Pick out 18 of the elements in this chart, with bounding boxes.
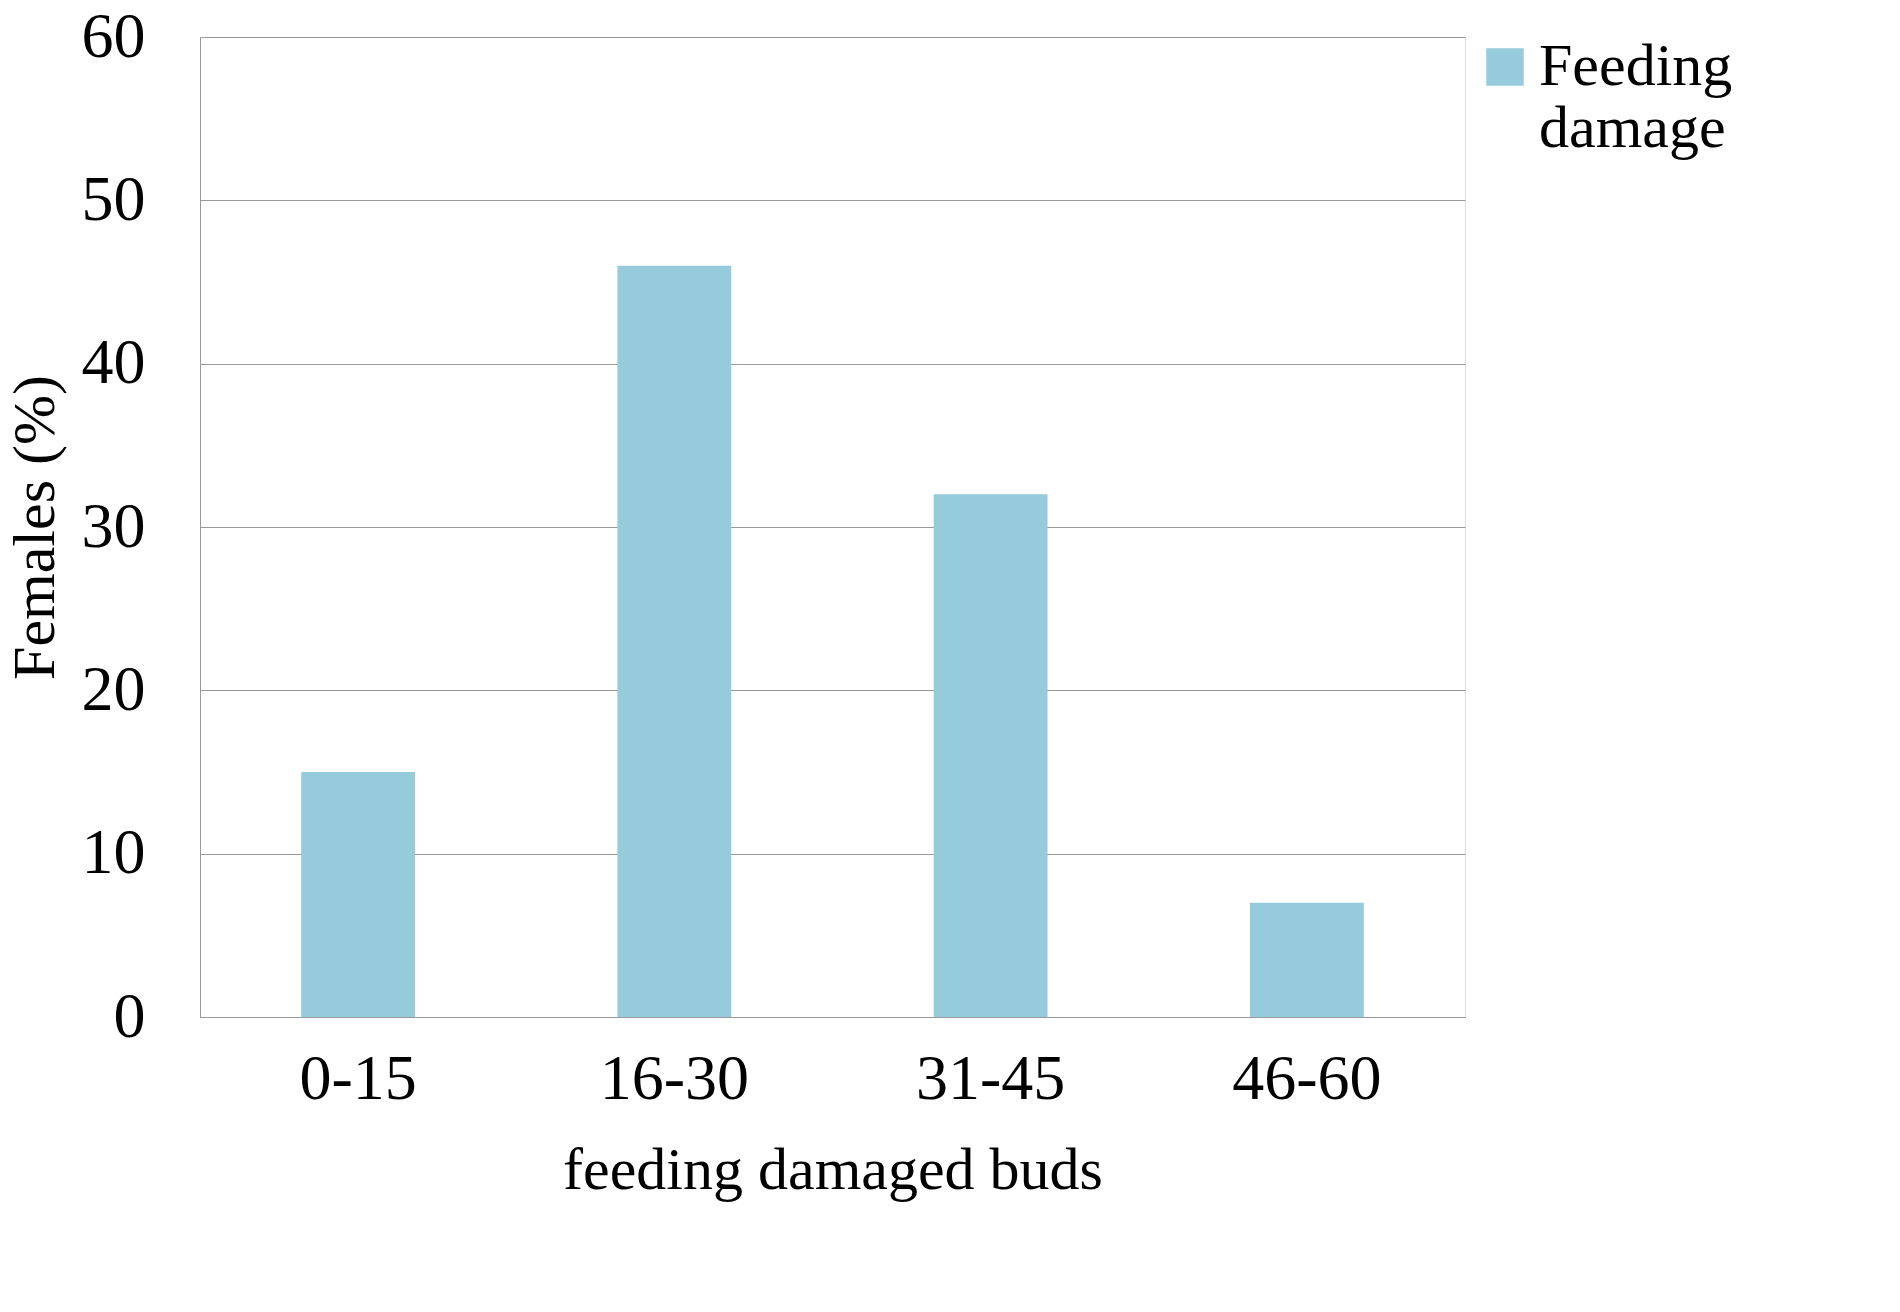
x-tick-label: 0-15 <box>299 1041 417 1113</box>
x-tick-label: 16-30 <box>599 1041 750 1113</box>
x-axis-title: feeding damaged buds <box>563 1135 1103 1202</box>
bar <box>933 494 1048 1017</box>
y-axis-title: Females (%) <box>0 375 67 680</box>
y-tick-label: 40 <box>81 326 146 398</box>
legend-label: Feeding damage <box>1539 32 1733 160</box>
x-tick-label: 46-60 <box>1232 1041 1382 1113</box>
y-tick-label: 60 <box>81 0 146 71</box>
y-tick-label: 50 <box>81 162 146 234</box>
y-tick-label: 30 <box>81 489 146 561</box>
y-tick-label: 0 <box>113 979 146 1051</box>
x-tick-label: 31-45 <box>915 1041 1066 1113</box>
y-tick-label: 10 <box>81 816 146 888</box>
bar <box>617 265 732 1017</box>
bar <box>1249 902 1364 1017</box>
y-tick-label: 20 <box>81 652 146 724</box>
bar <box>301 772 416 1017</box>
